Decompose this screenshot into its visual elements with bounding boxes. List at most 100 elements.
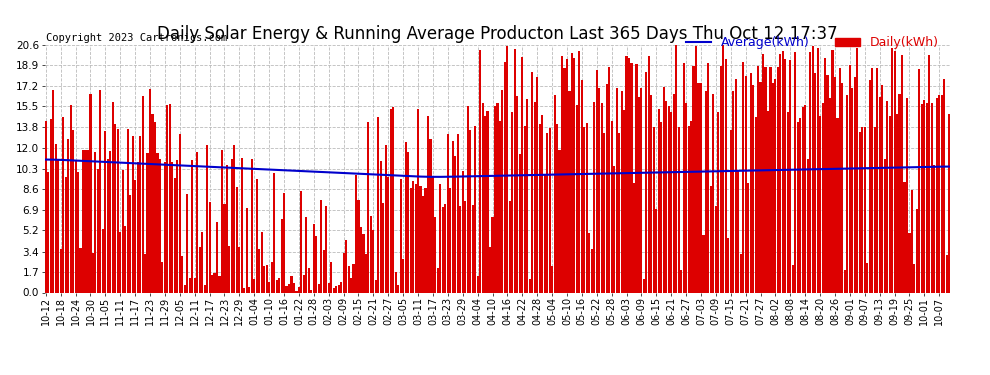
- Bar: [464, 201, 466, 292]
- Bar: [335, 286, 338, 292]
- Bar: [156, 153, 158, 292]
- Bar: [647, 56, 649, 292]
- Bar: [551, 266, 553, 292]
- Bar: [728, 238, 730, 292]
- Bar: [680, 270, 682, 292]
- Bar: [347, 266, 349, 292]
- Bar: [544, 174, 545, 292]
- Bar: [799, 117, 801, 292]
- Bar: [819, 116, 821, 292]
- Bar: [375, 280, 377, 292]
- Bar: [752, 85, 754, 292]
- Bar: [657, 109, 660, 292]
- Bar: [812, 46, 814, 292]
- Bar: [268, 282, 270, 292]
- Bar: [124, 226, 127, 292]
- Bar: [315, 236, 318, 292]
- Bar: [598, 88, 600, 292]
- Bar: [82, 150, 84, 292]
- Bar: [72, 130, 74, 292]
- Bar: [563, 68, 565, 292]
- Bar: [807, 159, 809, 292]
- Bar: [621, 92, 623, 292]
- Bar: [400, 178, 402, 292]
- Bar: [64, 177, 66, 292]
- Bar: [757, 66, 759, 292]
- Bar: [239, 247, 241, 292]
- Bar: [201, 232, 203, 292]
- Bar: [402, 259, 404, 292]
- Bar: [226, 165, 228, 292]
- Bar: [623, 110, 625, 292]
- Bar: [52, 90, 54, 292]
- Bar: [687, 126, 690, 292]
- Bar: [445, 204, 446, 292]
- Bar: [255, 179, 257, 292]
- Bar: [848, 64, 851, 292]
- Bar: [144, 254, 147, 292]
- Bar: [876, 68, 878, 292]
- Bar: [633, 183, 635, 292]
- Bar: [313, 224, 315, 292]
- Bar: [397, 285, 399, 292]
- Bar: [456, 134, 458, 292]
- Bar: [107, 159, 109, 292]
- Bar: [916, 209, 918, 292]
- Bar: [194, 278, 196, 292]
- Bar: [206, 145, 208, 292]
- Bar: [122, 170, 124, 292]
- Bar: [181, 256, 183, 292]
- Bar: [542, 114, 544, 292]
- Bar: [471, 206, 473, 292]
- Bar: [566, 58, 568, 292]
- Bar: [176, 160, 178, 292]
- Bar: [924, 100, 926, 292]
- Bar: [119, 232, 122, 292]
- Bar: [516, 96, 519, 292]
- Bar: [318, 284, 320, 292]
- Bar: [48, 172, 50, 292]
- Bar: [911, 190, 913, 292]
- Bar: [774, 79, 776, 292]
- Bar: [211, 275, 213, 292]
- Bar: [179, 134, 181, 292]
- Bar: [221, 150, 223, 292]
- Bar: [568, 91, 570, 292]
- Bar: [945, 255, 947, 292]
- Bar: [792, 265, 794, 292]
- Bar: [936, 98, 938, 292]
- Bar: [588, 233, 590, 292]
- Bar: [352, 264, 354, 292]
- Bar: [330, 262, 333, 292]
- Bar: [171, 162, 173, 292]
- Bar: [919, 69, 921, 292]
- Bar: [509, 201, 511, 292]
- Bar: [496, 103, 499, 292]
- Bar: [350, 278, 352, 292]
- Bar: [87, 150, 89, 292]
- Bar: [392, 107, 394, 292]
- Bar: [524, 126, 526, 292]
- Bar: [797, 122, 799, 292]
- Bar: [827, 75, 829, 292]
- Bar: [92, 253, 94, 292]
- Bar: [204, 285, 206, 292]
- Bar: [511, 111, 514, 292]
- Bar: [288, 284, 290, 292]
- Bar: [338, 285, 340, 292]
- Bar: [611, 121, 613, 292]
- Bar: [730, 130, 732, 292]
- Bar: [832, 50, 834, 292]
- Bar: [486, 111, 489, 292]
- Bar: [708, 63, 710, 292]
- Bar: [199, 247, 201, 292]
- Bar: [851, 88, 853, 292]
- Bar: [454, 156, 456, 292]
- Bar: [166, 105, 168, 292]
- Bar: [613, 166, 615, 292]
- Bar: [420, 186, 422, 292]
- Bar: [159, 159, 161, 292]
- Bar: [506, 46, 509, 292]
- Bar: [295, 291, 298, 292]
- Bar: [387, 177, 389, 292]
